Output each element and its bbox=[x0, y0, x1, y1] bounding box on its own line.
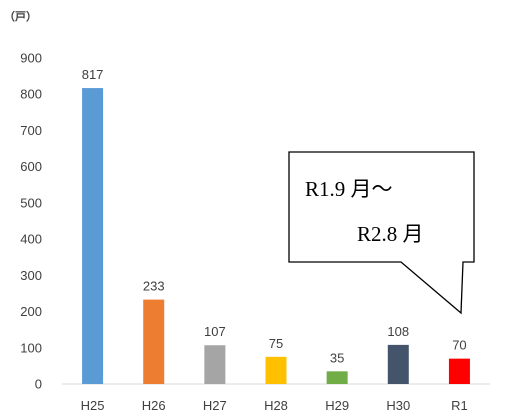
x-tick-label: H29 bbox=[325, 398, 349, 413]
y-tick-label: 200 bbox=[20, 304, 42, 319]
x-tick-label: H28 bbox=[264, 398, 288, 413]
data-label: 75 bbox=[269, 336, 283, 351]
bar-H26 bbox=[143, 299, 165, 384]
bar-H29 bbox=[326, 371, 348, 384]
callout-line-2: R2.8 月 bbox=[357, 222, 424, 246]
y-tick-label: 0 bbox=[35, 377, 42, 392]
data-label: 35 bbox=[330, 350, 344, 365]
y-tick-label: 500 bbox=[20, 195, 42, 210]
y-tick-label: 100 bbox=[20, 340, 42, 355]
x-tick-label: H25 bbox=[81, 398, 105, 413]
y-tick-label: 600 bbox=[20, 159, 42, 174]
data-label: 108 bbox=[387, 324, 409, 339]
bar-H30 bbox=[387, 344, 409, 384]
x-tick-label: H27 bbox=[203, 398, 227, 413]
data-label: 107 bbox=[204, 324, 226, 339]
data-labels: 817 233 107 75 35 108 70 bbox=[82, 67, 467, 365]
y-tick-label: 400 bbox=[20, 232, 42, 247]
data-label: 70 bbox=[452, 338, 466, 353]
callout-line-1: R1.9 月～ bbox=[305, 177, 393, 201]
data-label: 817 bbox=[82, 67, 104, 82]
y-tick-label: 700 bbox=[20, 123, 42, 138]
x-axis: H25 H26 H27 H28 H29 H30 R1 bbox=[81, 398, 468, 413]
x-tick-label: H30 bbox=[386, 398, 410, 413]
x-tick-label: R1 bbox=[451, 398, 468, 413]
y-tick-label: 900 bbox=[20, 51, 42, 66]
bar-H27 bbox=[204, 345, 226, 384]
x-tick-label: H26 bbox=[142, 398, 166, 413]
callout: R1.9 月～ R2.8 月 bbox=[288, 151, 475, 315]
y-axis: 0 100 200 300 400 500 600 700 800 900 bbox=[20, 51, 42, 392]
y-tick-label: 300 bbox=[20, 268, 42, 283]
unit-label: （戸） bbox=[4, 10, 37, 23]
y-tick-label: 800 bbox=[20, 87, 42, 102]
bars bbox=[82, 88, 470, 384]
data-label: 233 bbox=[143, 279, 165, 294]
bar-H25 bbox=[82, 88, 104, 384]
bar-R1 bbox=[448, 358, 470, 384]
bar-H28 bbox=[265, 356, 287, 384]
callout-box bbox=[288, 151, 475, 315]
